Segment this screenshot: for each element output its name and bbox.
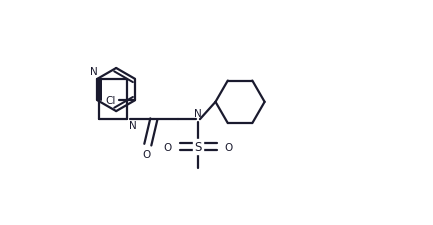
Text: S: S <box>194 141 202 153</box>
Text: O: O <box>164 142 172 152</box>
Text: N: N <box>194 108 202 118</box>
Text: N: N <box>90 67 97 77</box>
Text: N: N <box>129 120 137 130</box>
Text: O: O <box>143 150 151 160</box>
Text: O: O <box>224 142 233 152</box>
Text: Cl: Cl <box>106 96 116 106</box>
